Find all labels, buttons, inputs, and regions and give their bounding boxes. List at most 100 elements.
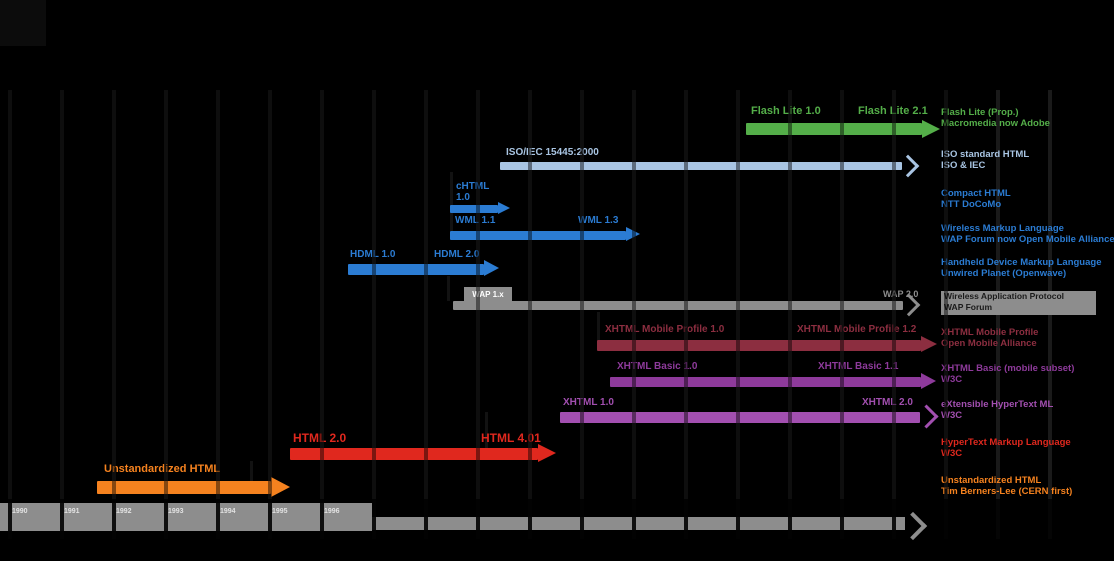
year-gridline (892, 90, 896, 539)
iso-html-caption-line: ISO standard HTML (941, 149, 1030, 160)
xhtml-basic-arrow-shaft (610, 377, 921, 387)
axis-tick (320, 499, 324, 540)
axis-tick (60, 499, 64, 540)
flash-lite-arrow-shaft (746, 123, 922, 135)
unstandardized-html-caption-line: Tim Berners-Lee (CERN first) (941, 486, 1073, 497)
year-gridline (736, 90, 740, 539)
gridline-overlay (372, 90, 376, 539)
gridline-overlay (944, 90, 948, 539)
gridline-overlay (8, 90, 12, 539)
hdml-version-label: HDML 2.0 (434, 249, 480, 260)
xhtml-basic-arrowhead-icon (921, 373, 936, 389)
xhtml-basic-version-label: XHTML Basic 1.1 (818, 361, 899, 372)
gridline-overlay (736, 90, 740, 539)
xhtml-caption: eXtensible HyperText ML W3C (941, 399, 1053, 421)
flash-lite-caption-line: Macromedia now Adobe (941, 118, 1050, 129)
year-gridline (424, 90, 428, 539)
connector-line (250, 461, 253, 481)
xhtml-mp-caption-line: Open Mobile Alliance (941, 338, 1037, 349)
axis-tick (632, 499, 636, 540)
hdml-arrow-shaft (348, 264, 484, 275)
xhtml-mp-caption: XHTML Mobile Profile Open Mobile Alliance (941, 327, 1038, 349)
year-gridline (8, 90, 12, 539)
axis-tick (268, 499, 272, 540)
gridline-overlay (788, 90, 792, 539)
unstandardized-html-caption-line: Unstandardized HTML (941, 475, 1042, 486)
year-gridline (216, 90, 220, 539)
gridline-overlay (164, 90, 168, 539)
xhtml-mp-caption-line: XHTML Mobile Profile (941, 327, 1039, 338)
axis-tick (8, 499, 12, 540)
gridline-overlay (684, 90, 688, 539)
wap-caption-box: Wireless Application Protocol WAP Forum (941, 291, 1096, 315)
gridline-overlay (476, 90, 480, 539)
axis-tick (996, 499, 1000, 540)
axis-year-label: 1996 (324, 508, 340, 515)
gridline-overlay (112, 90, 116, 539)
axis-tick (684, 499, 688, 540)
chtml-caption-line: NTT DoCoMo (941, 199, 1002, 210)
xhtml-basic-caption: XHTML Basic (mobile subset) W3C (941, 363, 1074, 385)
unstandardized-html-version-label: Unstandardized HTML (104, 463, 221, 475)
chtml-caption: Compact HTML NTT DoCoMo (941, 188, 1011, 210)
axis-year-label: 1990 (12, 508, 28, 515)
wml-caption: Wireless Markup Language WAP Forum now Op… (941, 223, 1114, 245)
iso-html-caption-line: ISO & IEC (941, 160, 986, 171)
xhtml-basic-caption-line: XHTML Basic (mobile subset) (941, 363, 1075, 374)
iso-html-caption: ISO standard HTML ISO & IEC (941, 149, 1029, 171)
html-arrowhead-icon (538, 444, 556, 462)
wml-caption-line: WAP Forum now Open Mobile Alliance (941, 234, 1114, 245)
hdml-caption-line: Unwired Planet (Openwave) (941, 268, 1067, 279)
iso-html-arrow-shaft (500, 162, 902, 170)
html-caption-line: HyperText Markup Language (941, 437, 1071, 448)
unstandardized-html-caption: Unstandardized HTML Tim Berners-Lee (CERN… (941, 475, 1072, 497)
connector-line (450, 172, 453, 231)
wml-version-label: WML 1.1 (455, 215, 496, 226)
xhtml-basic-caption-line: W3C (941, 374, 963, 385)
gridline-overlay (892, 90, 896, 539)
connector-line (447, 276, 450, 301)
iso-html-arrowhead-icon (896, 154, 920, 178)
year-gridline (632, 90, 636, 539)
flash-lite-version-label: Flash Lite 2.1 (858, 105, 928, 117)
hdml-caption-line: Handheld Device Markup Language (941, 257, 1102, 268)
year-gridline (840, 90, 844, 539)
axis-year-label: 1992 (116, 508, 132, 515)
axis-year-label: 1991 (64, 508, 80, 515)
axis-tick (476, 499, 480, 540)
axis-tick (840, 499, 844, 540)
year-gridline (788, 90, 792, 539)
year-gridline (112, 90, 116, 539)
flash-lite-caption: Flash Lite (Prop.) Macromedia now Adobe (941, 107, 1050, 129)
wap-badge: WAP 1.x (464, 287, 512, 302)
wml-version-label: WML 1.3 (578, 215, 619, 226)
gridline-overlay (580, 90, 584, 539)
xhtml-mp-version-label: XHTML Mobile Profile 1.0 (605, 324, 725, 335)
hdml-arrowhead-icon (484, 260, 499, 276)
gridline-overlay (320, 90, 324, 539)
gridline-overlay (268, 90, 272, 539)
connector-line (597, 312, 600, 340)
year-gridline (580, 90, 584, 539)
wap-caption-box-line: Wireless Application Protocol (944, 291, 1065, 301)
gridline-overlay (840, 90, 844, 539)
axis-tick (216, 499, 220, 540)
unstandardized-html-arrowhead-icon (271, 477, 290, 497)
html-arrow-shaft (290, 448, 538, 460)
wml-caption-line: Wireless Markup Language (941, 223, 1064, 234)
axis-tick (736, 499, 740, 540)
chtml-arrowhead-icon (498, 202, 510, 214)
axis-tick (112, 499, 116, 540)
xhtml-basic-version-label: XHTML Basic 1.0 (617, 361, 698, 372)
axis-tick (424, 499, 428, 540)
xhtml-mp-version-label: XHTML Mobile Profile 1.2 (797, 324, 917, 335)
axis-tick (528, 499, 532, 540)
gridline-overlay (528, 90, 532, 539)
xhtml-version-label: XHTML 2.0 (862, 397, 913, 408)
html-caption: HyperText Markup Language W3C (941, 437, 1071, 459)
axis-tick (1048, 499, 1052, 540)
xhtml-version-label: XHTML 1.0 (563, 397, 614, 408)
flash-lite-caption-line: Flash Lite (Prop.) (941, 107, 1019, 118)
xhtml-caption-line: eXtensible HyperText ML (941, 399, 1054, 410)
